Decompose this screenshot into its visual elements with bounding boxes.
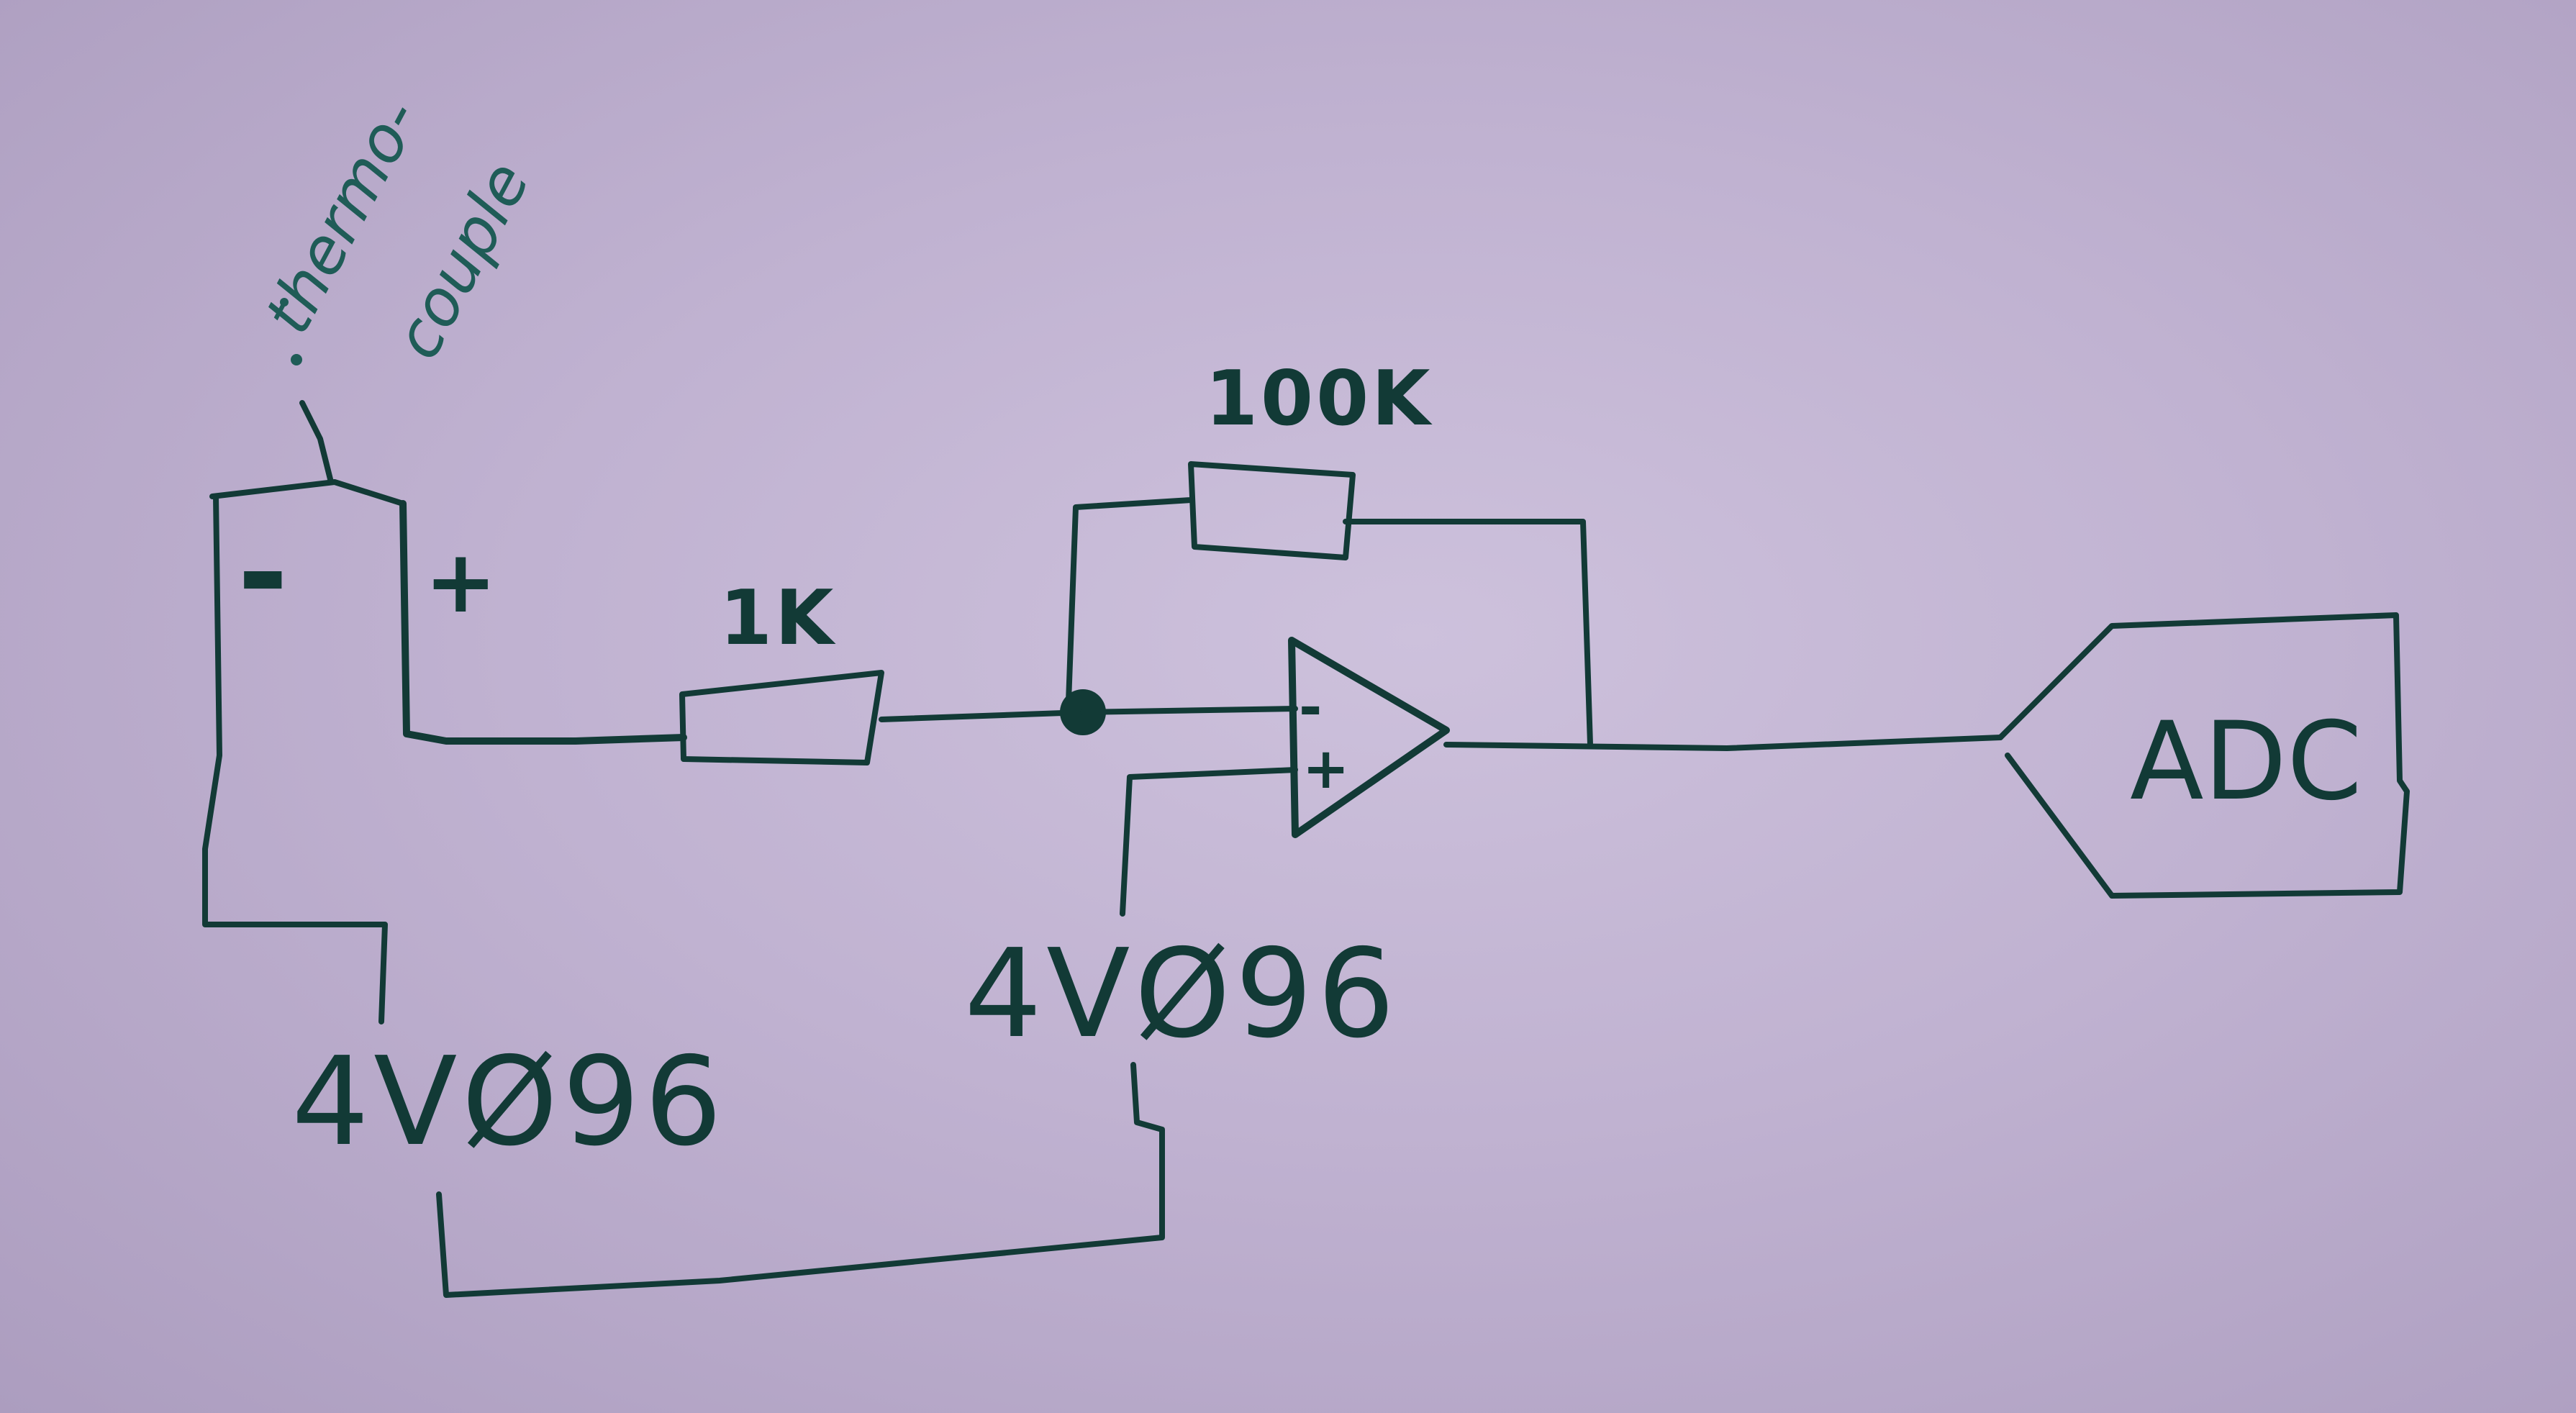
thermocouple-label-2: couple <box>380 150 544 371</box>
node-wire <box>879 709 1086 722</box>
adc-label: ADC <box>2130 699 2362 824</box>
feedback-wire-left <box>1066 497 1194 704</box>
resistor-100k <box>1188 461 1356 560</box>
thermocouple-body <box>202 494 388 1024</box>
resistor-100k-label: 100K <box>1205 355 1433 442</box>
ref-voltage-mid: 4VØ96 <box>964 923 1400 1066</box>
opamp-minus-wire <box>1080 706 1298 715</box>
thermocouple-dot <box>291 354 302 365</box>
thermocouple-plus-lead <box>399 500 687 745</box>
opamp-plus-label: + <box>1302 737 1349 801</box>
opamp-minus-label: - <box>1299 676 1322 740</box>
plus-sign: + <box>425 532 497 632</box>
minus-sign: - <box>237 502 289 645</box>
ref-voltage-left: 4VØ96 <box>291 1031 727 1173</box>
opamp-output-wire <box>1443 735 2003 751</box>
opamp-triangle <box>1288 637 1450 838</box>
resistor-1k <box>679 670 884 765</box>
opamp-plus-wire <box>1120 767 1298 917</box>
ref-wire <box>436 1062 1165 1298</box>
resistor-1k-label: 1K <box>720 574 836 662</box>
thermocouple-dot-2 <box>280 298 289 306</box>
thermocouple-pointer <box>299 400 334 485</box>
thermocouple-top <box>209 479 406 506</box>
feedback-wire-right <box>1343 519 1593 748</box>
adc-block <box>1997 612 2410 899</box>
